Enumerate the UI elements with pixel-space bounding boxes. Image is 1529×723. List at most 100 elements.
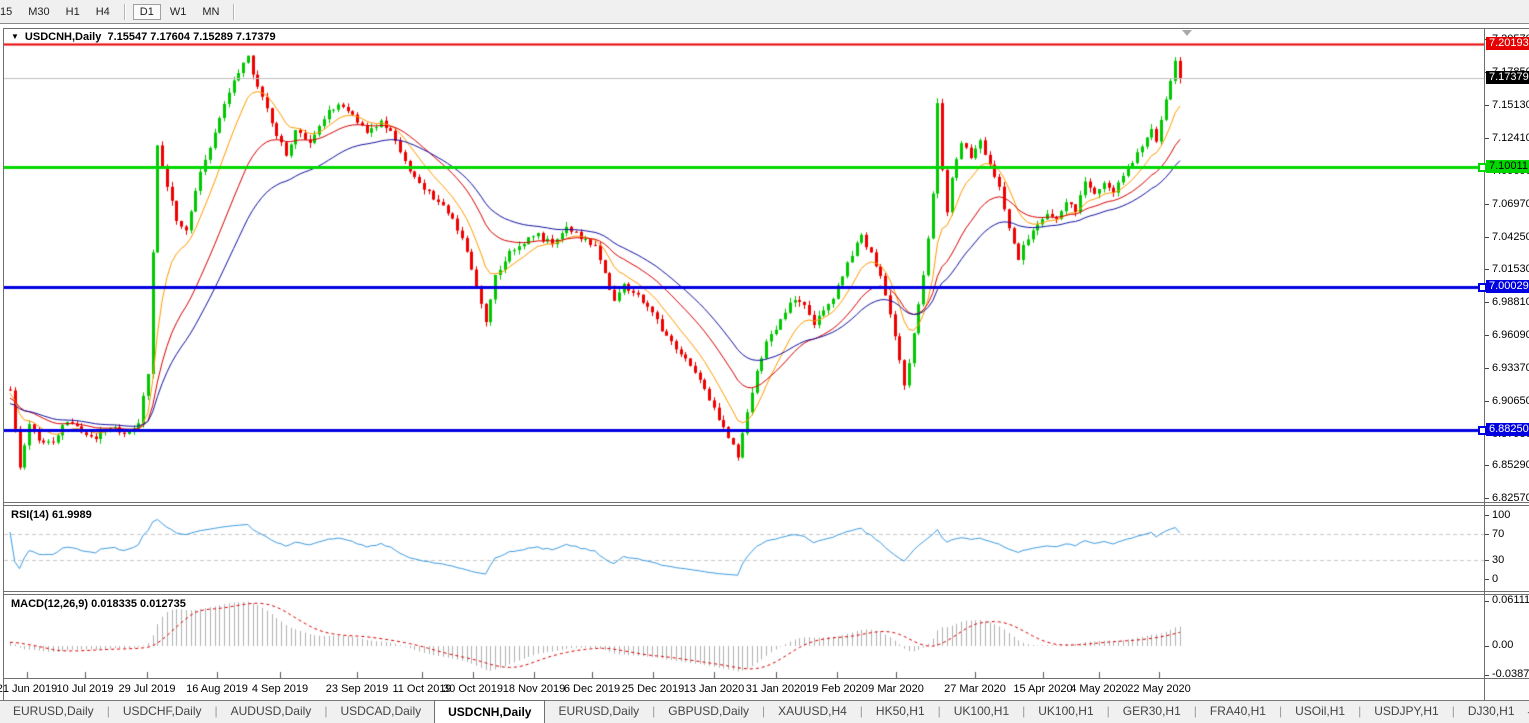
tab-divider: | bbox=[1106, 704, 1110, 718]
date-tick-label: 31 Jan 2020 bbox=[745, 683, 807, 695]
timeframe-button-mn[interactable]: MN bbox=[202, 5, 220, 18]
hline-drag-handle[interactable] bbox=[1478, 283, 1487, 292]
tab-divider: | bbox=[652, 704, 656, 718]
macd-canvas[interactable] bbox=[4, 595, 1484, 678]
date-axis: 21 Jun 2019 10 Jul 2019 29 Jul 2019 16 Aug … bbox=[0, 679, 1484, 700]
hline-drag-handle[interactable] bbox=[1478, 426, 1487, 435]
timeframe-button-d1[interactable]: D1 bbox=[132, 3, 161, 20]
price-tick-mark bbox=[1485, 237, 1489, 238]
rsi-canvas[interactable] bbox=[4, 506, 1484, 591]
chart-tab-gbpusd-daily[interactable]: GBPUSD,Daily bbox=[668, 704, 749, 718]
tab-scroll-left-icon[interactable]: ◀ bbox=[1528, 707, 1529, 718]
price-tick-mark bbox=[1485, 368, 1489, 369]
date-tick-label: 6 Dec 2019 bbox=[563, 683, 621, 695]
rsi-tick-mark bbox=[1485, 515, 1489, 516]
hline-drag-handle[interactable] bbox=[1478, 163, 1487, 172]
rsi-macd-separator[interactable] bbox=[3, 591, 1529, 592]
chart-tab-usdcnh-daily[interactable]: USDCNH,Daily bbox=[434, 700, 546, 723]
chart-tab-eurusd-daily[interactable]: EURUSD,Daily bbox=[558, 704, 640, 718]
macd-tick-label: -0.03877 bbox=[1492, 668, 1529, 680]
rsi-tick-label: 30 bbox=[1492, 554, 1505, 566]
price-tick-mark bbox=[1485, 401, 1489, 402]
rsi-tick-label: 0 bbox=[1492, 573, 1499, 585]
chart-tab-usdcad-daily[interactable]: USDCAD,Daily bbox=[340, 704, 422, 718]
tab-divider: | bbox=[1451, 704, 1455, 718]
symbol-dropdown-icon[interactable]: ▼ bbox=[11, 32, 19, 41]
date-tick-label: 4 Sep 2019 bbox=[251, 683, 309, 695]
date-tick-label: 9 Mar 2020 bbox=[868, 683, 924, 695]
price-tick-label: 7.04250 bbox=[1492, 231, 1529, 243]
tab-divider: | bbox=[1278, 704, 1283, 718]
tab-divider: | bbox=[214, 704, 218, 718]
date-tick-label: 21 Jun 2019 bbox=[0, 683, 58, 695]
chart-title: ▼ USDCNH,Daily 7.15547 7.17604 7.15289 7.… bbox=[11, 31, 276, 43]
price-tick-label: 6.90650 bbox=[1492, 395, 1529, 407]
chart-tab-usdchf-daily[interactable]: USDCHF,Daily bbox=[122, 704, 202, 718]
price-tick-label: 6.93370 bbox=[1492, 362, 1529, 374]
timeframe-toolbar: 15 M30 H1 H4 D1 W1 MN bbox=[0, 0, 1529, 24]
tab-divider: | bbox=[106, 704, 110, 718]
main-rsi-separator[interactable] bbox=[3, 502, 1529, 503]
date-tick-label: 11 Oct 2019 bbox=[392, 683, 452, 695]
main-chart-canvas[interactable] bbox=[4, 29, 1484, 502]
tab-divider: | bbox=[1358, 704, 1362, 718]
price-tick-label: 6.82570 bbox=[1492, 492, 1529, 504]
price-tick-mark bbox=[1485, 302, 1489, 303]
chart-tab-dj30-h1[interactable]: DJ30,H1 bbox=[1467, 704, 1515, 718]
chart-tab-fra40-h1[interactable]: FRA40,H1 bbox=[1209, 704, 1266, 718]
macd-tick-mark bbox=[1485, 601, 1489, 602]
price-tick-label: 7.06970 bbox=[1492, 198, 1529, 210]
chart-tab-uk100-h1[interactable]: UK100,H1 bbox=[953, 704, 1010, 718]
tab-divider: | bbox=[859, 704, 863, 718]
timeframe-button-w1[interactable]: W1 bbox=[169, 5, 187, 18]
chart-shift-marker[interactable] bbox=[1182, 30, 1192, 36]
tab-scroll-arrows: ◀▶ bbox=[1528, 701, 1529, 723]
timeframe-button-h1[interactable]: H1 bbox=[65, 5, 80, 18]
chart-symbol: USDCNH,Daily bbox=[24, 31, 102, 43]
price-line-label: 7.00029 bbox=[1486, 280, 1529, 293]
date-tick-label: 19 Feb 2020 bbox=[806, 683, 868, 695]
tab-divider: | bbox=[324, 704, 328, 718]
price-line-label: 7.20193 bbox=[1486, 37, 1529, 50]
chart-tab-usdjpy-h1[interactable]: USDJPY,H1 bbox=[1374, 704, 1439, 718]
chart-tab-hk50-h1[interactable]: HK50,H1 bbox=[875, 704, 925, 718]
chart-tab-usoil-h1[interactable]: USOil,H1 bbox=[1295, 704, 1346, 718]
rsi-title: RSI(14) 61.9989 bbox=[11, 509, 92, 521]
chart-tab-uk100-h1[interactable]: UK100,H1 bbox=[1038, 704, 1094, 718]
price-line-label: 7.10011 bbox=[1486, 160, 1529, 173]
chart-tab-bar: EURUSD,Daily | USDCHF,Daily | AUDUSD,Daily | U… bbox=[0, 700, 1529, 723]
chart-tab-xauusd-h4[interactable]: XAUUSD,H4 bbox=[778, 704, 847, 718]
timeframe-button-15[interactable]: 15 bbox=[0, 5, 13, 18]
tab-divider: | bbox=[1022, 704, 1026, 718]
rsi-tick-label: 100 bbox=[1492, 509, 1511, 521]
toolbar-separator bbox=[233, 3, 236, 20]
price-tick-mark bbox=[1485, 138, 1489, 139]
price-tick-mark bbox=[1485, 335, 1489, 336]
price-tick-mark bbox=[1485, 498, 1489, 499]
rsi-tick-mark bbox=[1485, 579, 1489, 580]
rsi-tick-label: 70 bbox=[1492, 528, 1505, 540]
tab-divider: | bbox=[761, 704, 766, 718]
date-tick-label: 4 May 2020 bbox=[1070, 683, 1128, 695]
chart-tab-eurusd-daily[interactable]: EURUSD,Daily bbox=[13, 704, 94, 718]
price-tick-label: 6.85290 bbox=[1492, 459, 1529, 471]
price-axis-separator bbox=[1484, 28, 1485, 700]
date-tick-label: 27 Mar 2020 bbox=[944, 683, 1006, 695]
price-tick-label: 6.96090 bbox=[1492, 329, 1529, 341]
chart-tab-ger30-h1[interactable]: GER30,H1 bbox=[1122, 704, 1181, 718]
tab-divider: | bbox=[1193, 704, 1197, 718]
macd-tick-mark bbox=[1485, 646, 1489, 647]
price-tick-mark bbox=[1485, 204, 1489, 205]
timeframe-button-m30[interactable]: M30 bbox=[28, 5, 50, 18]
macd-tick-label: 0.00 bbox=[1492, 639, 1514, 651]
timeframe-button-h4[interactable]: H4 bbox=[95, 5, 110, 18]
chart-tab-audusd-daily[interactable]: AUDUSD,Daily bbox=[230, 704, 312, 718]
date-tick-label: 13 Jan 2020 bbox=[683, 683, 745, 695]
macd-tick-label: 0.061119 bbox=[1492, 594, 1529, 606]
macd-title: MACD(12,26,9) 0.018335 0.012735 bbox=[11, 598, 186, 610]
macd-tick-mark bbox=[1485, 675, 1489, 676]
chart-ohlc: 7.15547 7.17604 7.15289 7.17379 bbox=[107, 31, 276, 43]
macd-date-separator bbox=[3, 678, 1529, 679]
price-tick-mark bbox=[1485, 269, 1489, 270]
